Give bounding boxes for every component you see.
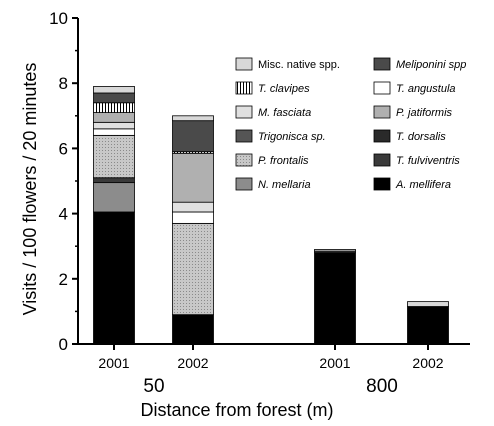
bar-segment <box>93 134 135 179</box>
bar-segment <box>93 177 135 184</box>
legend-swatch <box>235 81 253 95</box>
legend-label: N. mellaria <box>258 179 311 191</box>
bar-stack <box>172 115 214 345</box>
bar-stack <box>93 86 135 345</box>
legend-label: T. angustula <box>396 83 456 95</box>
bar-segment <box>172 201 214 213</box>
legend-label: T. clavipes <box>258 83 310 95</box>
legend-swatch <box>373 129 391 143</box>
y-tick-label: 0 <box>59 335 68 354</box>
x-axis-title: Distance from forest (m) <box>140 400 333 420</box>
bar-segment <box>172 222 214 316</box>
y-axis-title: Visits / 100 flowers / 20 minutes <box>20 63 40 316</box>
y-tick-label: 8 <box>59 74 68 93</box>
legend-item: M. fasciata <box>235 105 311 119</box>
legend-item: A. mellifera <box>373 177 451 191</box>
bars <box>93 86 449 345</box>
legend-swatch <box>235 153 253 167</box>
bar-segment <box>407 301 449 307</box>
y-tick-label: 10 <box>49 9 68 28</box>
legend-label: P. frontalis <box>258 155 309 167</box>
x-tick-label: 2002 <box>412 355 443 371</box>
bar-segment <box>93 86 135 94</box>
x-axis-labels: 2001 2002 2001 2002 50 800 <box>98 344 444 397</box>
y-tick-label: 2 <box>59 270 68 289</box>
bar-segment <box>93 92 135 104</box>
legend-item: P. frontalis <box>235 153 309 167</box>
bar-segment <box>93 182 135 213</box>
x-tick-label: 2001 <box>319 355 350 371</box>
legend-swatch <box>373 177 391 191</box>
legend-item: Meliponini spp <box>373 57 466 71</box>
bar-segment <box>172 115 214 122</box>
bar-segment <box>93 102 135 113</box>
legend-swatch <box>235 57 253 71</box>
bar-segment <box>407 306 449 345</box>
legend-label: Misc. native spp. <box>258 59 340 71</box>
bar-stack <box>314 249 356 345</box>
bar-segment <box>172 120 214 153</box>
plot-area: 0 2 4 6 8 10 2001 2002 2001 2002 50 800 <box>49 9 470 397</box>
bar-segment <box>172 211 214 224</box>
legend-item: Misc. native spp. <box>235 57 340 71</box>
legend-item: T. fulviventris <box>373 153 460 167</box>
legend-item: T. dorsalis <box>373 129 446 143</box>
bar-segment <box>93 121 135 130</box>
legend-swatch <box>373 153 391 167</box>
x-tick-label: 2001 <box>98 355 129 371</box>
legend-item: T. angustula <box>373 81 456 95</box>
legend-item: Trigonisca sp. <box>235 129 326 143</box>
legend: Misc. native spp. T. clavipes M. fasciata T… <box>235 57 466 191</box>
bar-segment <box>93 128 135 136</box>
y-tick-label: 6 <box>59 139 68 158</box>
x-tick-label: 2002 <box>177 355 208 371</box>
y-axis-ticks: 0 2 4 6 8 10 <box>49 9 78 354</box>
legend-swatch <box>373 81 391 95</box>
bar-segment <box>172 152 214 203</box>
legend-item: P. jatiformis <box>373 105 453 119</box>
legend-swatch <box>235 129 253 143</box>
x-group-label: 800 <box>366 376 398 397</box>
legend-label: T. fulviventris <box>396 155 460 167</box>
legend-item: T. clavipes <box>235 81 310 95</box>
bar-segment <box>93 211 135 345</box>
legend-label: M. fasciata <box>258 107 311 119</box>
legend-label: P. jatiformis <box>396 107 453 119</box>
y-tick-label: 4 <box>59 205 68 224</box>
bar-segment <box>314 252 356 345</box>
legend-swatch <box>235 177 253 191</box>
bar-segment <box>172 314 214 345</box>
legend-swatch <box>373 57 391 71</box>
legend-label: Meliponini spp <box>396 59 466 71</box>
legend-swatch <box>235 105 253 119</box>
legend-swatch <box>373 105 391 119</box>
legend-label: A. mellifera <box>395 179 451 191</box>
x-group-label: 50 <box>143 376 164 397</box>
legend-label: T. dorsalis <box>396 131 446 143</box>
bar-segment <box>93 112 135 123</box>
bar-stack <box>407 301 449 345</box>
bar-segment <box>314 249 356 252</box>
legend-label: Trigonisca sp. <box>258 131 326 143</box>
legend-item: N. mellaria <box>235 177 311 191</box>
